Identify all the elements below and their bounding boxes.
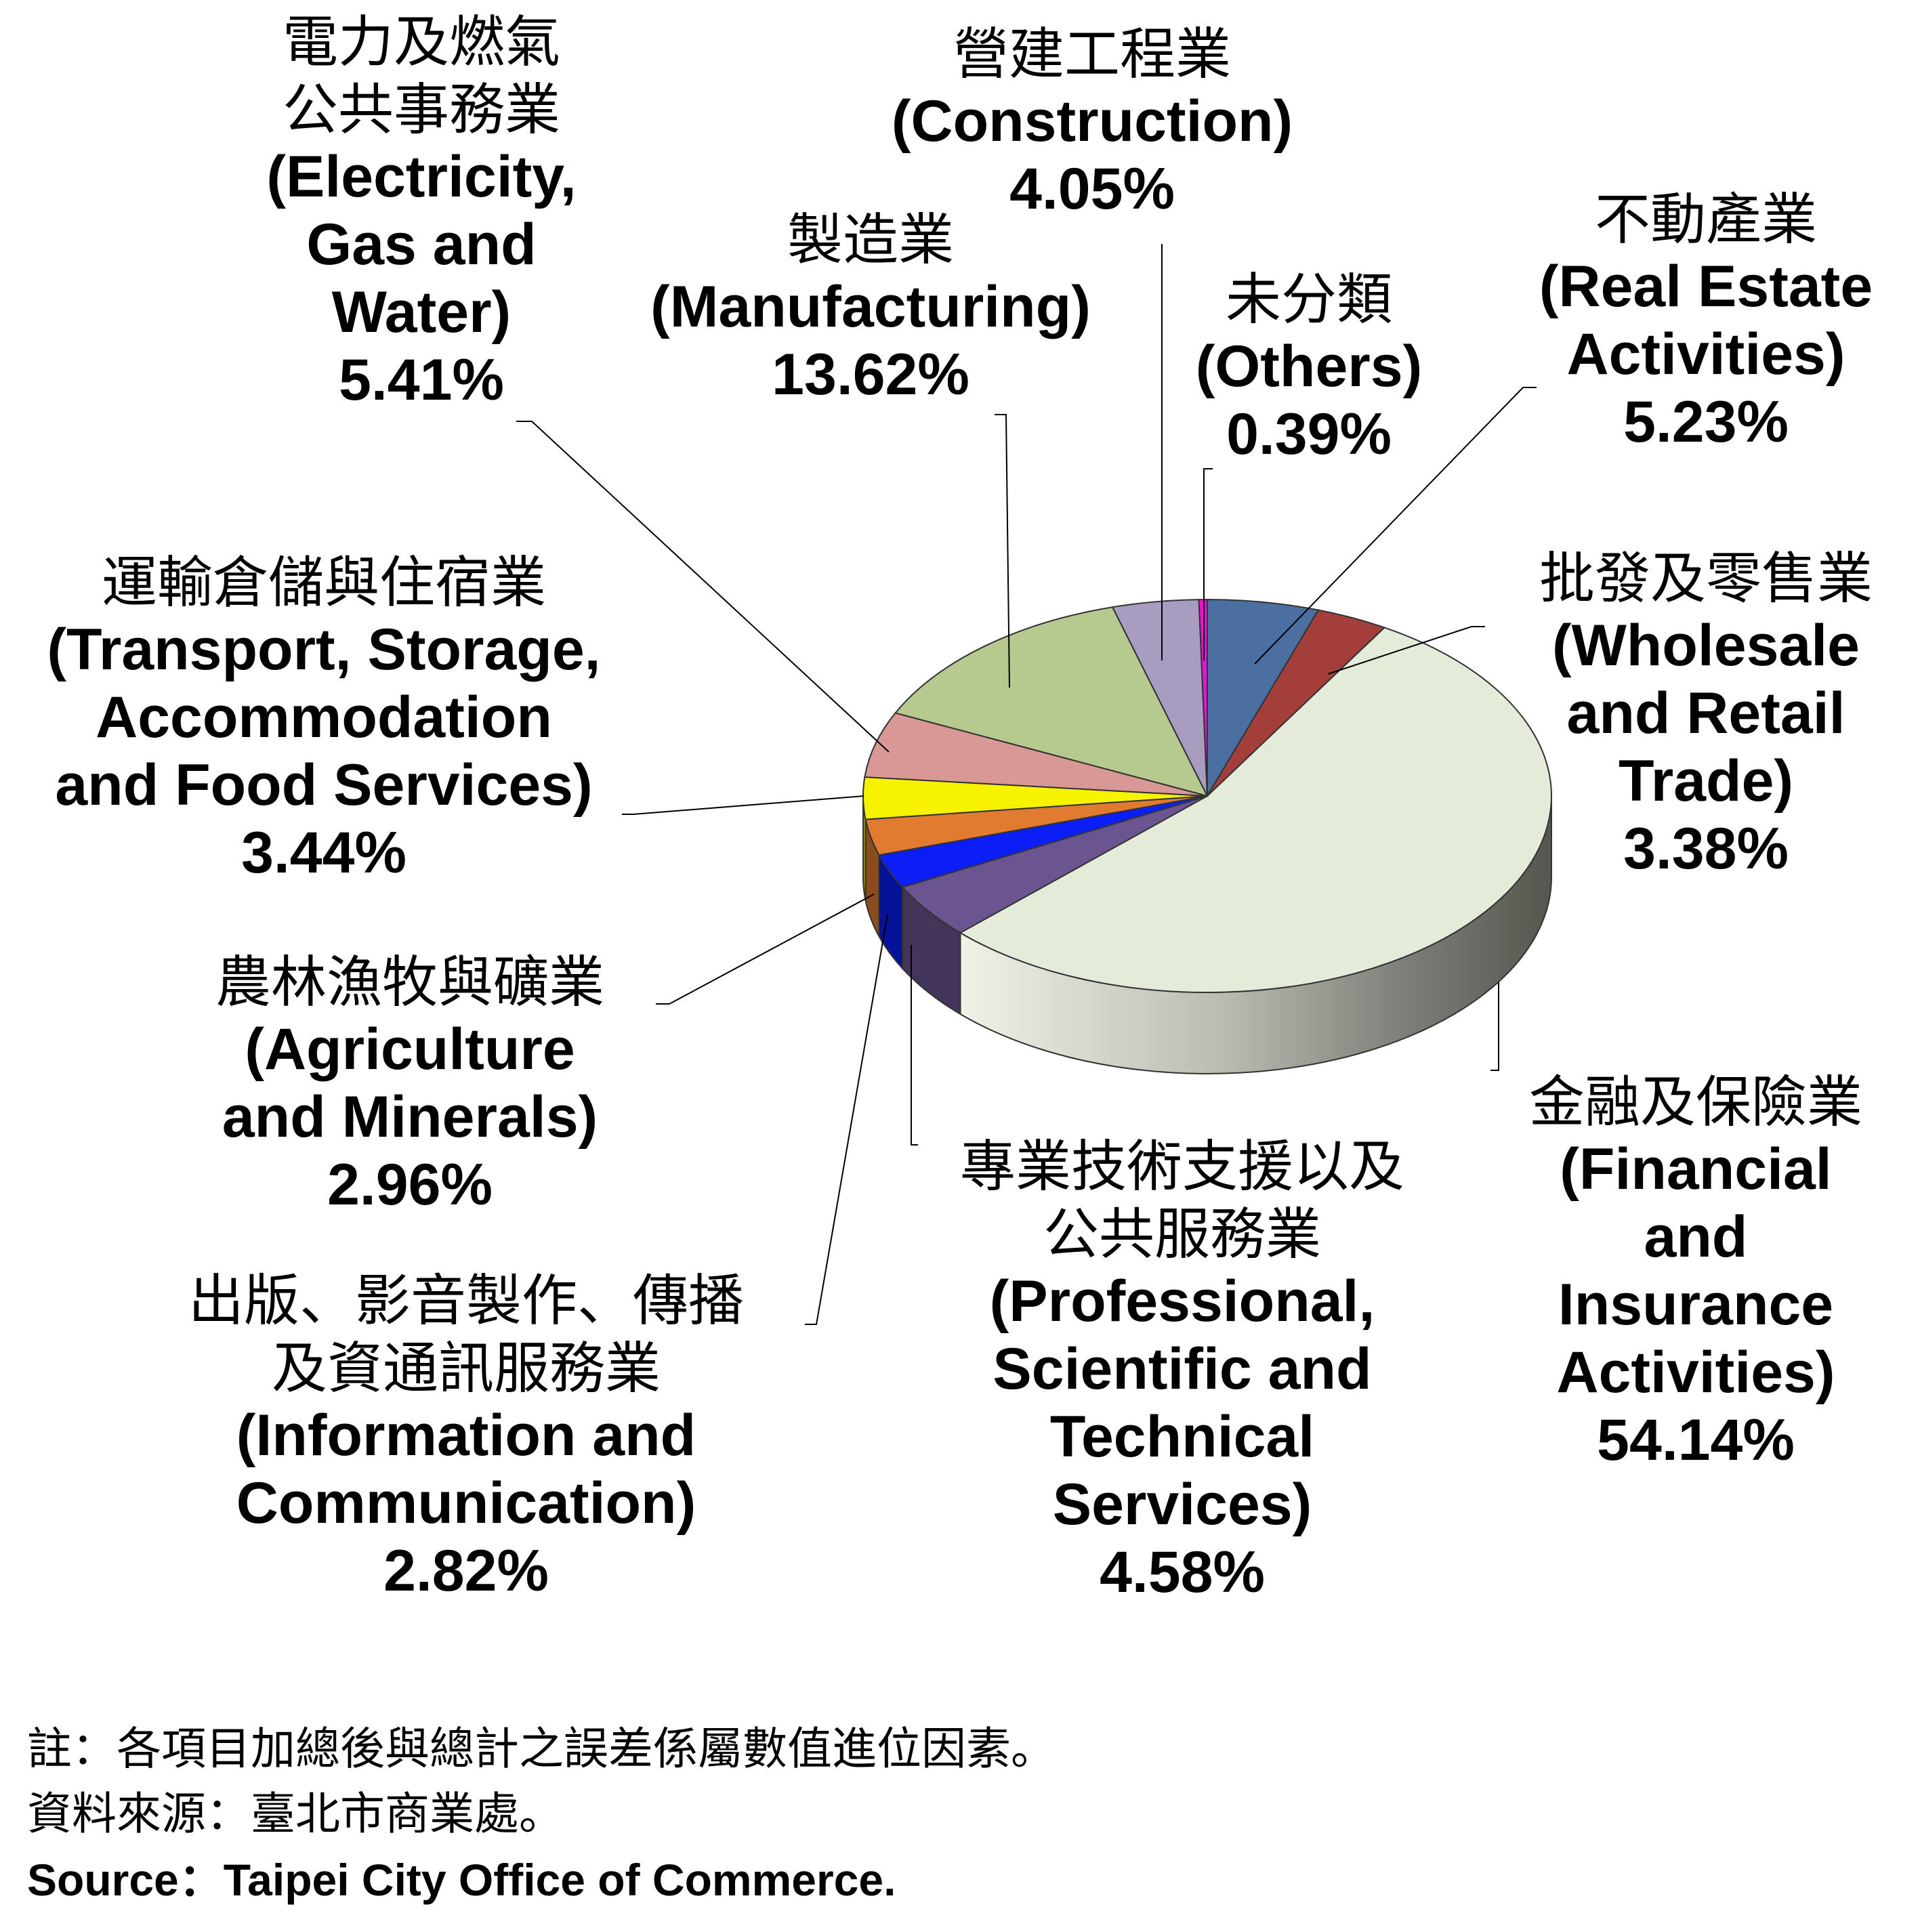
label-en-info-comm: Communication)	[236, 1471, 696, 1536]
pie-slices	[862, 598, 1552, 993]
leader-wholesale-retail	[1327, 626, 1485, 675]
label-en-transport: Accommodation	[96, 685, 552, 750]
label-others: 未分類(Others)0.39%	[1196, 268, 1422, 467]
label-transport: 運輸倉儲與住宿業(Transport, Storage,Accommodatio…	[47, 551, 600, 885]
pie-slice-electricity	[864, 712, 1208, 797]
label-en-professional: Technical	[1050, 1404, 1314, 1469]
label-zh-electricity: 電力及燃氣	[283, 10, 560, 75]
label-en-real-estate: Activities)	[1566, 322, 1845, 387]
label-zh-manufacturing: 製造業	[787, 208, 954, 272]
leader-manufacturing	[995, 414, 1010, 688]
label-zh-info-comm: 出版、影音製作、傳播	[188, 1269, 744, 1333]
label-en-agriculture: (Agriculture	[245, 1017, 575, 1082]
label-zh-agriculture: 農林漁牧與礦業	[215, 950, 604, 1015]
slice-labels: 不動產業(Real EstateActivities)5.23%批發及零售業(W…	[47, 10, 1873, 1605]
label-en-info-comm: (Information and	[236, 1403, 696, 1468]
label-en-manufacturing: (Manufacturing)	[650, 274, 1091, 339]
leader-lines	[516, 244, 1537, 1325]
label-zh-professional: 專業技術支援以及	[960, 1135, 1404, 1199]
pie-slice-others	[1198, 598, 1208, 797]
rounding-note: 註：各項目加總後與總計之誤差係屬數值進位因素。	[27, 1723, 1056, 1773]
leader-others	[1203, 468, 1213, 660]
label-zh-construction: 營建工程業	[953, 22, 1231, 87]
label-en-professional: Scientific and	[993, 1337, 1371, 1402]
label-zh-info-comm: 及資通訊服務業	[272, 1337, 661, 1401]
label-en-finance-insurance: (Financial	[1560, 1137, 1831, 1202]
label-en-wholesale-retail: Trade)	[1619, 749, 1793, 814]
leader-transport	[622, 795, 864, 815]
leader-real-estate	[1254, 387, 1537, 665]
label-zh-transport: 運輸倉儲與住宿業	[102, 551, 546, 615]
label-percent-electricity: 5.41%	[339, 348, 504, 413]
label-percent-real-estate: 5.23%	[1623, 390, 1789, 455]
label-en-construction: (Construction)	[892, 89, 1293, 154]
label-zh-others: 未分類	[1226, 268, 1392, 332]
label-manufacturing: 製造業(Manufacturing)13.62%	[650, 208, 1091, 407]
label-percent-construction: 4.05%	[1009, 156, 1175, 222]
leader-info-comm	[805, 914, 888, 1325]
label-percent-finance-insurance: 54.14%	[1597, 1408, 1795, 1473]
label-percent-info-comm: 2.82%	[383, 1538, 549, 1603]
leader-electricity	[516, 421, 890, 753]
label-percent-manufacturing: 13.62%	[772, 342, 969, 407]
label-zh-finance-insurance: 金融及保險業	[1529, 1070, 1862, 1135]
label-en-others: (Others)	[1196, 334, 1422, 399]
label-en-professional: Services)	[1053, 1472, 1312, 1537]
pie-slice-real-estate	[1207, 598, 1320, 799]
label-percent-transport: 3.44%	[241, 820, 406, 885]
label-percent-wholesale-retail: 3.38%	[1623, 816, 1789, 881]
label-zh-electricity: 公共事務業	[283, 78, 560, 142]
label-zh-real-estate: 不動產業	[1595, 188, 1817, 252]
leader-professional	[911, 945, 918, 1146]
label-percent-professional: 4.58%	[1100, 1540, 1265, 1605]
pie-slice-manufacturing	[894, 606, 1209, 797]
label-percent-others: 0.39%	[1226, 402, 1392, 467]
label-en-real-estate: (Real Estate	[1539, 254, 1873, 319]
label-percent-agriculture: 2.96%	[327, 1152, 493, 1217]
label-en-transport: and Food Services)	[55, 753, 592, 818]
label-en-finance-insurance: Insurance	[1558, 1272, 1833, 1337]
pie-slice-finance-insurance	[959, 627, 1552, 993]
label-en-electricity: (Electricity,	[266, 144, 576, 209]
label-en-transport: (Transport, Storage,	[47, 617, 600, 682]
label-en-wholesale-retail: (Wholesale	[1552, 613, 1860, 678]
label-en-finance-insurance: Activities)	[1556, 1340, 1835, 1405]
leader-agriculture	[656, 894, 875, 1005]
label-zh-professional: 公共服務業	[1043, 1202, 1321, 1267]
label-en-agriculture: and Minerals)	[222, 1085, 598, 1150]
source-note-en: Source：Taipei City Office of Commerce.	[27, 1855, 896, 1905]
label-en-professional: (Professional,	[990, 1269, 1375, 1334]
label-zh-wholesale-retail: 批發及零售業	[1539, 547, 1873, 611]
label-finance-insurance: 金融及保險業(FinancialandInsuranceActivities)5…	[1529, 1070, 1862, 1473]
label-en-electricity: Gas and	[306, 212, 536, 277]
label-construction: 營建工程業(Construction)4.05%	[892, 22, 1293, 222]
label-en-finance-insurance: and	[1644, 1204, 1748, 1269]
source-note-zh: 資料來源：臺北市商業處。	[27, 1788, 564, 1839]
label-en-wholesale-retail: and Retail	[1567, 681, 1845, 746]
leader-finance-insurance	[1490, 982, 1499, 1071]
label-en-electricity: Water)	[332, 280, 511, 345]
